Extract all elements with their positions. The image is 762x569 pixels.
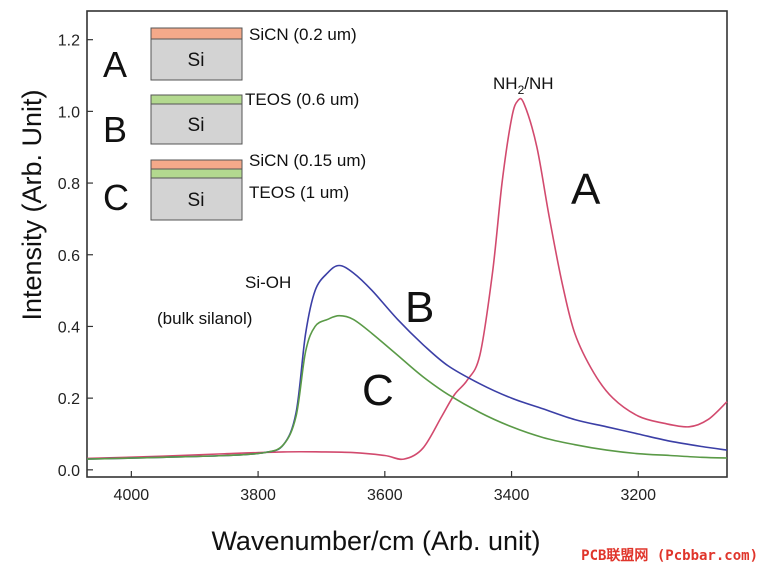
legend-c-sicn-layer (150, 159, 243, 170)
plot-area (86, 10, 728, 478)
legend-letter-a: A (103, 44, 127, 85)
nh-peak-label-tail: /NH (524, 74, 553, 93)
sioh-label-line1: Si-OH (245, 273, 291, 292)
y-axis-title: Intensity (Arb. Unit) (17, 89, 47, 320)
x-axis: 4000 3800 3600 3400 3200 (114, 471, 656, 504)
legend-b-si-label: Si (188, 115, 205, 136)
legend-a-sicn-label: SiCN (0.2 um) (249, 25, 357, 44)
nh-peak-label-main: NH (493, 74, 518, 93)
x-tick-label: 3200 (620, 487, 656, 504)
x-axis-title: Wavenumber/cm (Arb. unit) (211, 526, 540, 556)
curve-label-a: A (571, 165, 601, 214)
legend-letter-b: B (103, 109, 127, 150)
nh-peak-label-subscript: 2 (518, 83, 525, 97)
legend-c-teos-layer (150, 168, 243, 179)
watermark: PCB联盟网 (Pcbbar.com) (581, 548, 758, 564)
inset-legend: A Si SiCN (0.2 um) B Si TEOS (0.6 um) C … (103, 25, 366, 221)
plot-frame (86, 10, 728, 478)
y-tick-label: 0.4 (58, 319, 80, 336)
legend-b-si-substrate (150, 103, 243, 145)
curve-label-b: B (405, 283, 434, 332)
y-axis: 0.0 0.2 0.4 0.6 0.8 1.0 1.2 (58, 33, 93, 480)
legend-letter-c: C (103, 177, 129, 218)
y-tick-label: 1.0 (58, 104, 80, 121)
y-tick-label: 0.0 (58, 463, 80, 480)
x-tick-label: 4000 (114, 487, 150, 504)
legend-c-teos-label: TEOS (1 um) (249, 183, 349, 202)
legend-b-teos-label: TEOS (0.6 um) (245, 90, 359, 109)
x-tick-label: 3800 (240, 487, 276, 504)
y-tick-label: 0.8 (58, 176, 80, 193)
series-line-c (86, 314, 728, 460)
legend-c-si-substrate (150, 177, 243, 221)
legend-c-sicn-label: SiCN (0.15 um) (249, 151, 366, 170)
x-tick-label: 3600 (367, 487, 403, 504)
series-group (86, 97, 728, 461)
curve-label-c: C (362, 366, 394, 415)
y-tick-label: 0.2 (58, 391, 80, 408)
y-tick-label: 1.2 (58, 33, 80, 50)
legend-b-teos-layer (150, 94, 243, 105)
legend-a-si-substrate (150, 38, 243, 81)
x-tick-label: 3400 (494, 487, 530, 504)
series-line-a (86, 97, 728, 461)
sioh-label-line2: (bulk silanol) (157, 309, 252, 328)
y-tick-label: 0.6 (58, 248, 80, 265)
legend-a-si-label: Si (188, 50, 205, 71)
legend-a-sicn-layer (150, 27, 243, 40)
legend-c-si-label: Si (188, 190, 205, 211)
nh-peak-label: NH2/NH (493, 74, 554, 97)
